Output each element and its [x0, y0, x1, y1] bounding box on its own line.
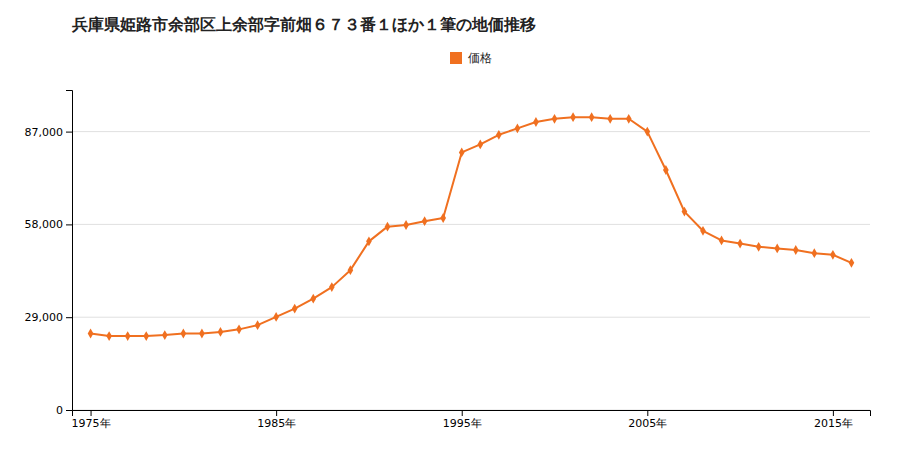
tick-mark [91, 410, 92, 416]
tick: 1985年 [257, 410, 296, 430]
tick-mark [66, 317, 72, 318]
marks [88, 112, 855, 341]
tick-mark [66, 132, 72, 133]
axis-line [66, 91, 73, 411]
marker [199, 329, 205, 339]
marker [496, 130, 502, 140]
tick-mark [66, 224, 72, 225]
marker [570, 112, 576, 122]
tick: 58,000 [25, 218, 73, 231]
marker [830, 250, 836, 260]
marker [292, 304, 298, 314]
marker [143, 331, 149, 341]
marker [700, 226, 706, 236]
marker [218, 327, 224, 337]
tick-label: 1975年 [72, 417, 111, 430]
tick: 0 [56, 404, 72, 417]
tick-label: 58,000 [25, 218, 64, 231]
marker [440, 213, 446, 223]
y-axis: 0 29,000 58,000 87,000 [25, 91, 73, 418]
marker [273, 312, 279, 322]
marker [459, 147, 465, 157]
grid-line [72, 317, 870, 318]
title: 兵庫県姫路市余部区上余部字前畑６７３番１ほか１筆の地価推移 [71, 15, 536, 34]
plot-area: 1975年 1985年 1995年 2005年 2015年 0 29,000 58,000 87… [25, 91, 871, 430]
marker [88, 329, 94, 339]
tick-mark [276, 410, 277, 416]
tick: 29,000 [25, 311, 73, 324]
marker [106, 331, 112, 341]
tick-label: 0 [56, 404, 63, 417]
marker [422, 216, 428, 226]
marker [236, 324, 242, 334]
chart: 1975年 1985年 1995年 2005年 2015年 0 29,000 58,000 87… [0, 0, 900, 450]
marker [310, 294, 316, 304]
grid [72, 132, 870, 410]
legend-item: 価格 [450, 51, 492, 65]
marker [162, 330, 168, 340]
marker [552, 114, 558, 124]
tick-label: 1995年 [443, 417, 482, 430]
tick-mark [66, 410, 72, 411]
tick-label: 2005年 [628, 417, 667, 430]
marker [366, 236, 372, 246]
tick: 1975年 [72, 410, 111, 430]
legend-swatch [450, 52, 462, 64]
grid-line [72, 131, 870, 132]
axis-line [73, 411, 871, 417]
marker [682, 207, 688, 217]
tick-label: 87,000 [25, 126, 64, 139]
tick-mark [833, 410, 834, 416]
tick: 87,000 [25, 126, 73, 139]
marker [589, 112, 595, 122]
marker [477, 139, 483, 149]
marker [719, 235, 725, 245]
legend-label: 価格 [468, 51, 492, 65]
marker [774, 243, 780, 253]
marker [181, 329, 187, 339]
tick-label: 1985年 [257, 417, 296, 430]
marker [125, 331, 131, 341]
marker [737, 239, 743, 249]
marker [849, 258, 855, 268]
legend: 価格 [450, 51, 492, 65]
tick-label: 29,000 [25, 311, 64, 324]
marker [793, 245, 799, 255]
marker [756, 242, 762, 252]
marker [515, 123, 521, 133]
marker [385, 222, 391, 232]
marker [329, 282, 335, 292]
marker [644, 127, 650, 137]
marker [533, 117, 539, 127]
marker [403, 220, 409, 230]
marker [348, 265, 354, 275]
tick: 1995年 [443, 410, 482, 430]
tick-mark [462, 410, 463, 416]
tick: 2005年 [628, 410, 667, 430]
grid-line [72, 224, 870, 225]
marker [663, 165, 669, 175]
tick-mark [647, 410, 648, 416]
x-axis: 1975年 1985年 1995年 2005年 2015年 [72, 410, 871, 430]
marker [255, 320, 261, 330]
tick-label: 2015年 [814, 417, 853, 430]
tick: 2015年 [814, 410, 853, 430]
marker [811, 248, 817, 258]
marker [607, 114, 613, 124]
marker [626, 114, 632, 124]
line [91, 117, 852, 336]
